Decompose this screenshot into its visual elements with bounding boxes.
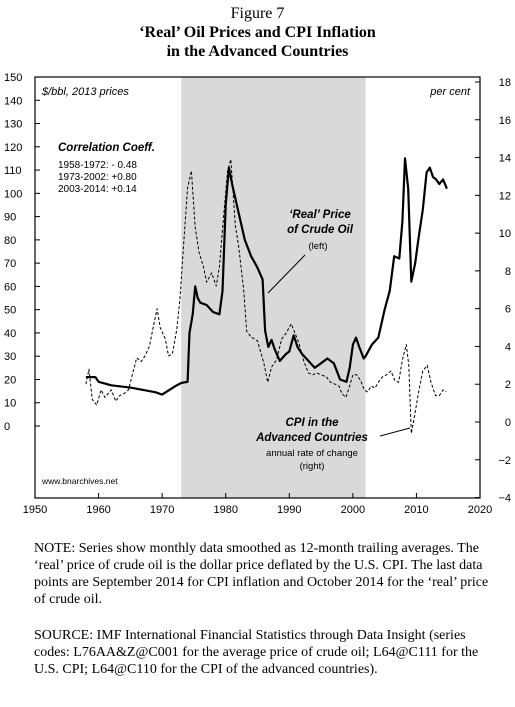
watermark: www.bnarchives.net	[41, 476, 118, 486]
oil-cpi-chart: 1950 1960 1970 1980 1990 2000 2010 202001020304…	[0, 0, 515, 530]
left-tick-label: 60	[4, 281, 16, 293]
right-tick-label: −2	[498, 455, 511, 467]
source-text: SOURCE: IMF International Financial Stat…	[34, 627, 494, 678]
right-tick-label: 12	[499, 190, 511, 202]
left-tick-label: 10	[4, 398, 16, 410]
right-tick-label: 0	[505, 417, 511, 429]
correlation-line-2: 1973-2002: +0.80	[58, 172, 137, 183]
left-tick-label: 150	[4, 72, 22, 84]
correlation-line-3: 2003-2014: +0.14	[58, 184, 137, 195]
cpi-label-pointer	[380, 428, 410, 436]
left-tick-label: 130	[4, 119, 22, 131]
right-unit-label: per cent	[429, 86, 471, 98]
cpi-label-line-3: annual rate of change	[266, 448, 358, 459]
oil-label-line-1: ‘Real’ Price	[289, 209, 351, 221]
left-tick-label: 100	[4, 188, 22, 200]
right-tick-label: 8	[505, 266, 511, 278]
left-tick-label: 50	[4, 305, 16, 317]
oil-label-line-3: (left)	[309, 241, 328, 252]
x-tick-label: 2010	[404, 504, 428, 516]
cpi-label-line-4: (right)	[300, 461, 325, 472]
left-tick-label: 140	[4, 95, 22, 107]
x-tick-label: 1960	[86, 504, 110, 516]
left-tick-label: 120	[4, 142, 22, 154]
left-unit-label: $/bbl, 2013 prices	[41, 86, 129, 98]
cpi-label-line-2: Advanced Countries	[255, 432, 368, 444]
left-tick-label: 40	[4, 328, 16, 340]
right-tick-label: 10	[499, 228, 511, 240]
note-text: NOTE: Series show monthly data smoothed …	[34, 540, 494, 608]
cpi-label-line-1: CPI in the	[285, 417, 339, 429]
x-tick-label: 1950	[23, 504, 47, 516]
x-tick-label: 2000	[341, 504, 365, 516]
x-tick-label: 1980	[213, 504, 237, 516]
left-tick-label: 20	[4, 374, 16, 386]
right-tick-label: 6	[505, 304, 511, 316]
right-tick-label: 16	[499, 115, 511, 127]
right-tick-label: −4	[498, 493, 511, 505]
left-tick-label: 70	[4, 258, 16, 270]
correlation-title: Correlation Coeff.	[58, 142, 155, 154]
left-tick-label: 0	[4, 421, 10, 433]
right-tick-label: 2	[505, 379, 511, 391]
x-tick-label: 2020	[468, 504, 492, 516]
left-tick-label: 110	[4, 165, 22, 177]
right-tick-label: 4	[505, 341, 511, 353]
right-tick-label: 14	[499, 153, 511, 165]
x-tick-label: 1990	[277, 504, 301, 516]
right-tick-label: 18	[499, 77, 511, 89]
left-tick-label: 80	[4, 235, 16, 247]
oil-label-line-2: of Crude Oil	[287, 224, 354, 236]
left-tick-label: 30	[4, 351, 16, 363]
correlation-line-1: 1958-1972: - 0.48	[58, 160, 137, 171]
x-tick-label: 1970	[150, 504, 174, 516]
left-tick-label: 90	[4, 212, 16, 224]
